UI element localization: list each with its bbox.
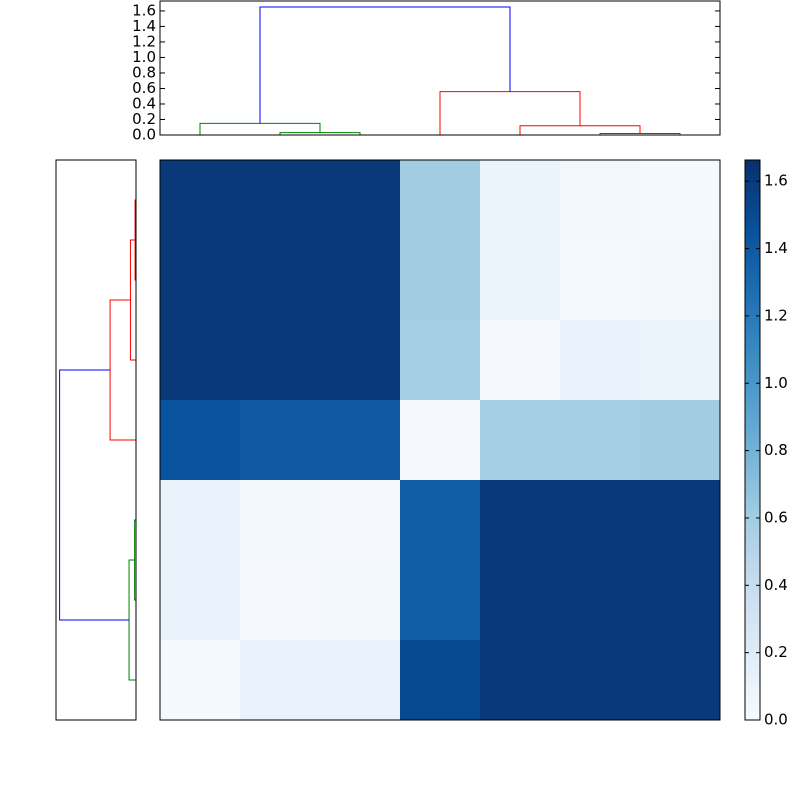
heatmap-cell (560, 320, 641, 401)
colorbar-tick-label: 0.6 (764, 508, 788, 526)
heatmap-cell (480, 480, 561, 561)
dendrogram-frame (55, 159, 137, 721)
heatmap-cell (560, 480, 641, 561)
heatmap-cell (400, 240, 481, 321)
y-tick-label: 1.2 (132, 32, 156, 50)
dendrogram-link (59, 369, 130, 621)
y-tick-label: 0.0 (132, 126, 156, 144)
heatmap-cell (240, 240, 321, 321)
heatmap-cell (560, 400, 641, 481)
heatmap-cell (640, 640, 721, 721)
colorbar-tick-label: 1.6 (764, 172, 788, 190)
y-tick-label: 0.2 (132, 110, 156, 128)
heatmap-cell (160, 560, 241, 641)
heatmap-cell (480, 640, 561, 721)
heatmap-cell (640, 160, 721, 241)
dendrogram-link (109, 299, 136, 441)
heatmap-cell (160, 320, 241, 401)
dendrogram-link (128, 559, 136, 681)
heatmap-cell (480, 560, 561, 641)
heatmap-cell (240, 160, 321, 241)
heatmap-cell (320, 160, 401, 241)
colorbar (744, 159, 761, 721)
heatmap-cell (160, 240, 241, 321)
colorbar-tick-label: 0.2 (764, 643, 788, 661)
heatmap-cell (320, 480, 401, 561)
y-tick-label: 0.6 (132, 79, 156, 97)
heatmap-cell (240, 640, 321, 721)
y-tick-label: 1.4 (132, 17, 156, 35)
heatmap-cell (400, 480, 481, 561)
colorbar-tick-label: 0.4 (764, 576, 788, 594)
heatmap-cell (400, 400, 481, 481)
dendrogram-link (259, 6, 511, 124)
heatmap-cell (640, 560, 721, 641)
heatmap-cell (640, 240, 721, 321)
heatmap-cell (560, 240, 641, 321)
heatmap-cell (320, 560, 401, 641)
heatmap-cell (480, 400, 561, 481)
heatmap-cell (320, 240, 401, 321)
heatmap-cell (240, 480, 321, 561)
y-tick-label: 1.0 (132, 48, 156, 66)
colorbar-tick-label: 0.0 (764, 711, 788, 729)
heatmap-cell (480, 160, 561, 241)
heatmap-cell (400, 560, 481, 641)
heatmap-cell (160, 400, 241, 481)
heatmap-cell (480, 320, 561, 401)
dendrogram-link (439, 91, 581, 135)
heatmap-cell (640, 480, 721, 561)
dendrogram-link (199, 122, 321, 135)
heatmap-cell (240, 560, 321, 641)
heatmap-cell (160, 480, 241, 561)
heatmap-cell (160, 160, 241, 241)
heatmap-cell (400, 160, 481, 241)
heatmap-cell (560, 160, 641, 241)
heatmap-cell (640, 400, 721, 481)
y-tick-label: 0.8 (132, 63, 156, 81)
dendrogram-link (279, 132, 361, 135)
heatmap-cell (640, 320, 721, 401)
y-tick-label: 0.4 (132, 94, 156, 112)
heatmap-cell (240, 320, 321, 401)
dendrogram-frame (159, 0, 721, 136)
heatmap-cell (320, 400, 401, 481)
heatmap-cell (240, 400, 321, 481)
heatmap-frame (159, 159, 721, 721)
colorbar-tick-label: 1.2 (764, 306, 788, 324)
heatmap-cell (400, 640, 481, 721)
heatmap-cell (400, 320, 481, 401)
heatmap-cell (320, 320, 401, 401)
heatmap-cell (320, 640, 401, 721)
heatmap-cell (560, 640, 641, 721)
y-tick-label: 1.6 (132, 1, 156, 19)
heatmap-cell (480, 240, 561, 321)
colorbar-tick-label: 0.8 (764, 441, 788, 459)
heatmap-cell (160, 640, 241, 721)
colorbar-tick-label: 1.4 (764, 239, 788, 257)
colorbar-tick-label: 1.0 (764, 374, 788, 392)
heatmap-cell (560, 560, 641, 641)
